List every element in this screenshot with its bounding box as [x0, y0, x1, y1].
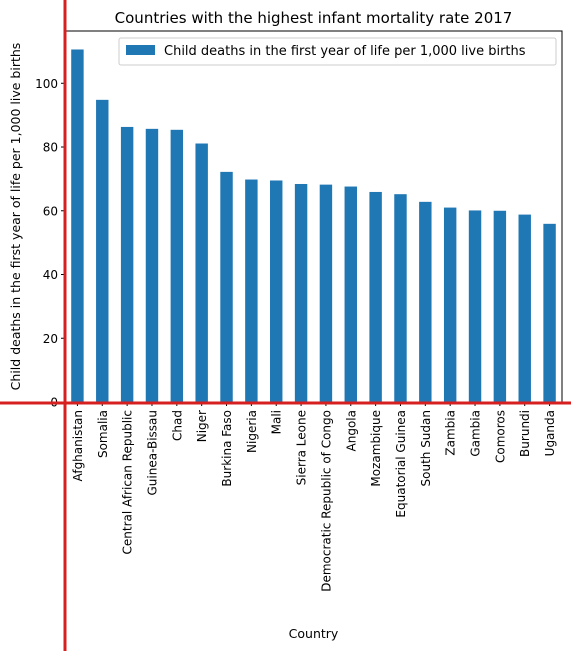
y-tick-label: 80 [43, 141, 58, 155]
x-tick-label: Angola [344, 410, 358, 451]
bar [493, 210, 507, 402]
x-tick-label: Equatorial Guinea [394, 410, 408, 518]
bar [96, 99, 109, 402]
bar [468, 210, 482, 402]
legend-label: Child deaths in the first year of life p… [164, 44, 526, 59]
legend-box [118, 37, 557, 66]
x-tick-label: Uganda [543, 410, 557, 456]
x-tick-label: Central African Republic [121, 410, 135, 554]
bar [369, 191, 382, 402]
bar [220, 171, 233, 402]
x-tick-label: Comoros [493, 410, 507, 463]
bar [294, 183, 308, 402]
x-tick-label: Burundi [518, 410, 532, 457]
y-tick-label: 60 [43, 204, 58, 218]
bar [195, 143, 208, 402]
bar [170, 129, 184, 402]
bars [71, 49, 556, 402]
x-axis-ticks: Afghanistan Somalia Central African Republ… [71, 402, 557, 592]
y-tick-label: 100 [35, 77, 58, 91]
y-axis-label: Child deaths in the first year of life p… [8, 43, 23, 391]
bar [145, 128, 159, 402]
x-tick-label: Zambia [444, 410, 458, 456]
x-tick-label: Democratic Republic of Congo [319, 410, 333, 592]
x-tick-label: Guinea-Bissau [145, 410, 159, 496]
bar [319, 184, 333, 402]
bar [71, 49, 84, 402]
x-tick-label: Chad [170, 410, 184, 441]
bar [344, 186, 357, 402]
x-tick-label: Afghanistan [71, 410, 85, 481]
x-tick-label: Mali [270, 410, 284, 434]
legend-swatch [126, 45, 155, 55]
bar [543, 223, 556, 402]
bar [120, 126, 134, 402]
x-tick-label: Burkina Faso [220, 410, 234, 487]
plot-frame [64, 30, 563, 403]
bar [270, 180, 283, 402]
chart-title: Countries with the highest infant mortal… [115, 9, 513, 27]
x-tick-label: Mozambique [369, 410, 383, 487]
x-tick-label: Niger [195, 410, 209, 442]
bar [245, 179, 258, 402]
x-tick-label: Somalia [96, 410, 110, 458]
bar [419, 201, 432, 402]
bar [394, 194, 407, 402]
x-tick-label: Gambia [469, 410, 483, 457]
x-tick-label: Nigeria [245, 410, 259, 453]
x-tick-label: South Sudan [419, 410, 433, 487]
legend: Child deaths in the first year of life p… [118, 37, 557, 66]
y-tick-label: 40 [43, 268, 58, 282]
y-tick-label: 20 [43, 332, 58, 346]
y-axis-ticks: 020406080100 [35, 77, 65, 410]
x-tick-label: Sierra Leone [295, 410, 309, 485]
bar [518, 214, 531, 402]
bar [443, 207, 457, 402]
x-axis-label: Country [289, 626, 339, 641]
